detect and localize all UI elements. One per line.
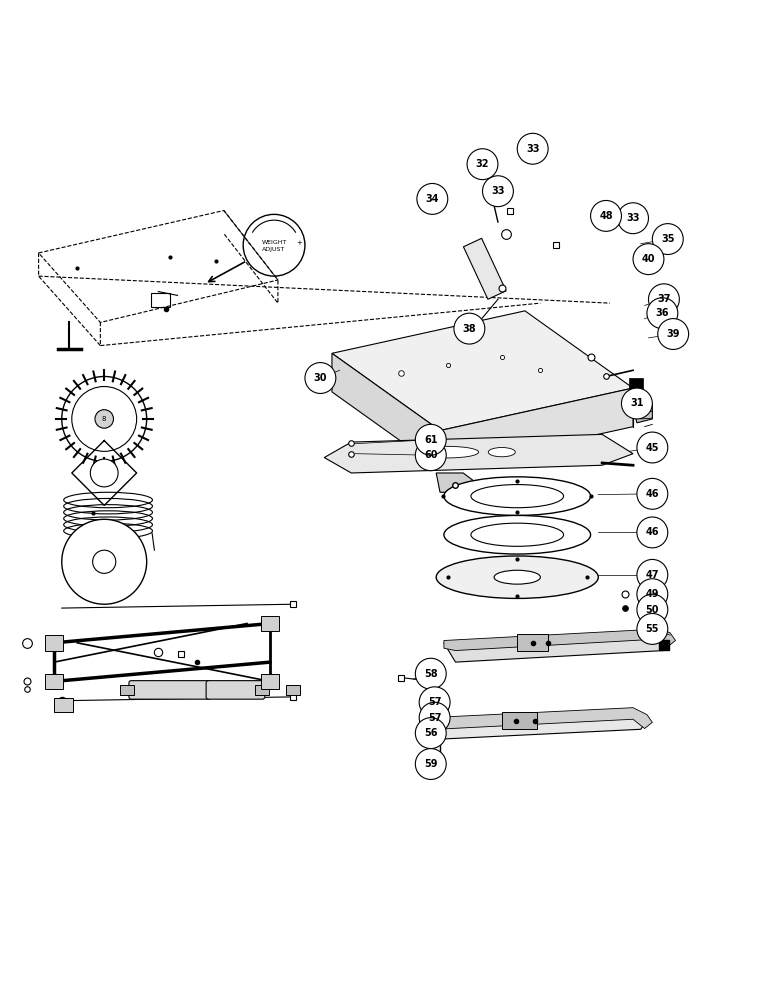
Text: 56: 56 <box>424 728 438 738</box>
Bar <box>151 293 170 307</box>
Circle shape <box>637 613 668 644</box>
Polygon shape <box>444 629 676 651</box>
Text: 32: 32 <box>476 159 489 169</box>
Ellipse shape <box>436 556 598 598</box>
Polygon shape <box>332 353 440 469</box>
Ellipse shape <box>444 515 591 554</box>
Text: 40: 40 <box>642 254 655 264</box>
Bar <box>261 616 279 631</box>
Circle shape <box>637 579 668 610</box>
Circle shape <box>658 319 689 349</box>
Text: 58: 58 <box>424 669 438 679</box>
Circle shape <box>637 432 668 463</box>
Circle shape <box>72 387 137 451</box>
Text: 46: 46 <box>645 527 659 537</box>
Text: 8: 8 <box>102 416 107 422</box>
Polygon shape <box>444 631 672 662</box>
Text: 37: 37 <box>657 294 671 304</box>
Circle shape <box>419 687 450 718</box>
Bar <box>629 378 643 392</box>
Polygon shape <box>428 708 652 729</box>
Circle shape <box>637 517 668 548</box>
Text: 50: 50 <box>645 605 659 615</box>
Polygon shape <box>633 403 652 423</box>
Bar <box>45 635 63 651</box>
Circle shape <box>621 388 652 419</box>
Circle shape <box>93 550 116 573</box>
Circle shape <box>305 363 336 393</box>
Circle shape <box>647 298 678 329</box>
Circle shape <box>633 244 664 275</box>
Text: -: - <box>248 240 251 246</box>
Text: 46: 46 <box>645 489 659 499</box>
Circle shape <box>417 183 448 214</box>
Text: 49: 49 <box>645 589 659 599</box>
Text: 57: 57 <box>428 713 442 723</box>
Circle shape <box>637 478 668 509</box>
Circle shape <box>90 459 118 487</box>
Circle shape <box>482 176 513 207</box>
Circle shape <box>62 519 147 604</box>
Ellipse shape <box>494 570 540 584</box>
Circle shape <box>454 313 485 344</box>
Circle shape <box>419 702 450 733</box>
Circle shape <box>415 658 446 689</box>
Circle shape <box>415 440 446 471</box>
Ellipse shape <box>471 485 564 508</box>
Bar <box>463 238 506 299</box>
Bar <box>517 634 548 651</box>
Polygon shape <box>332 311 633 431</box>
FancyBboxPatch shape <box>206 681 265 699</box>
Text: WEIGHT: WEIGHT <box>262 240 286 245</box>
Text: 39: 39 <box>666 329 680 339</box>
Ellipse shape <box>471 523 564 546</box>
Text: 47: 47 <box>645 570 659 580</box>
Text: 60: 60 <box>424 450 438 460</box>
Bar <box>54 698 73 712</box>
Circle shape <box>591 200 621 231</box>
Bar <box>120 685 134 695</box>
Text: 48: 48 <box>599 211 613 221</box>
Text: 33: 33 <box>526 144 540 154</box>
Text: 30: 30 <box>313 373 327 383</box>
Circle shape <box>637 594 668 625</box>
Text: 36: 36 <box>655 308 669 318</box>
Polygon shape <box>436 473 479 492</box>
Text: 33: 33 <box>626 213 640 223</box>
Text: 35: 35 <box>661 234 675 244</box>
Text: 33: 33 <box>491 186 505 196</box>
Circle shape <box>415 749 446 779</box>
Ellipse shape <box>444 477 591 515</box>
Polygon shape <box>324 434 633 473</box>
Circle shape <box>637 559 668 590</box>
Bar <box>286 685 300 695</box>
Text: 57: 57 <box>428 697 442 707</box>
Text: 38: 38 <box>462 324 476 334</box>
Text: 59: 59 <box>424 759 438 769</box>
Polygon shape <box>440 388 633 469</box>
Circle shape <box>415 424 446 455</box>
Text: 45: 45 <box>645 443 659 453</box>
Circle shape <box>95 410 113 428</box>
Text: 61: 61 <box>424 435 438 445</box>
Text: 34: 34 <box>425 194 439 204</box>
Text: +: + <box>296 240 302 246</box>
Circle shape <box>648 284 679 315</box>
Bar <box>502 712 537 729</box>
Circle shape <box>517 133 548 164</box>
Circle shape <box>652 224 683 255</box>
Bar <box>255 685 269 695</box>
Bar <box>261 674 279 689</box>
Text: ADJUST: ADJUST <box>262 247 286 252</box>
Circle shape <box>415 718 446 749</box>
Bar <box>45 674 63 689</box>
Ellipse shape <box>417 446 479 458</box>
Polygon shape <box>428 710 648 739</box>
Text: 55: 55 <box>645 624 659 634</box>
Circle shape <box>618 203 648 234</box>
FancyBboxPatch shape <box>129 681 211 699</box>
Ellipse shape <box>488 448 516 457</box>
Text: 31: 31 <box>630 398 644 408</box>
Circle shape <box>467 149 498 180</box>
